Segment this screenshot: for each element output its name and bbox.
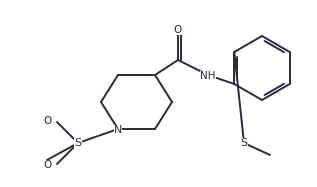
Text: S: S	[74, 138, 81, 148]
Text: S: S	[240, 138, 248, 148]
Text: O: O	[44, 116, 52, 126]
Text: O: O	[44, 160, 52, 170]
Text: NH: NH	[200, 71, 216, 81]
Text: N: N	[114, 125, 122, 135]
Text: O: O	[174, 25, 182, 35]
